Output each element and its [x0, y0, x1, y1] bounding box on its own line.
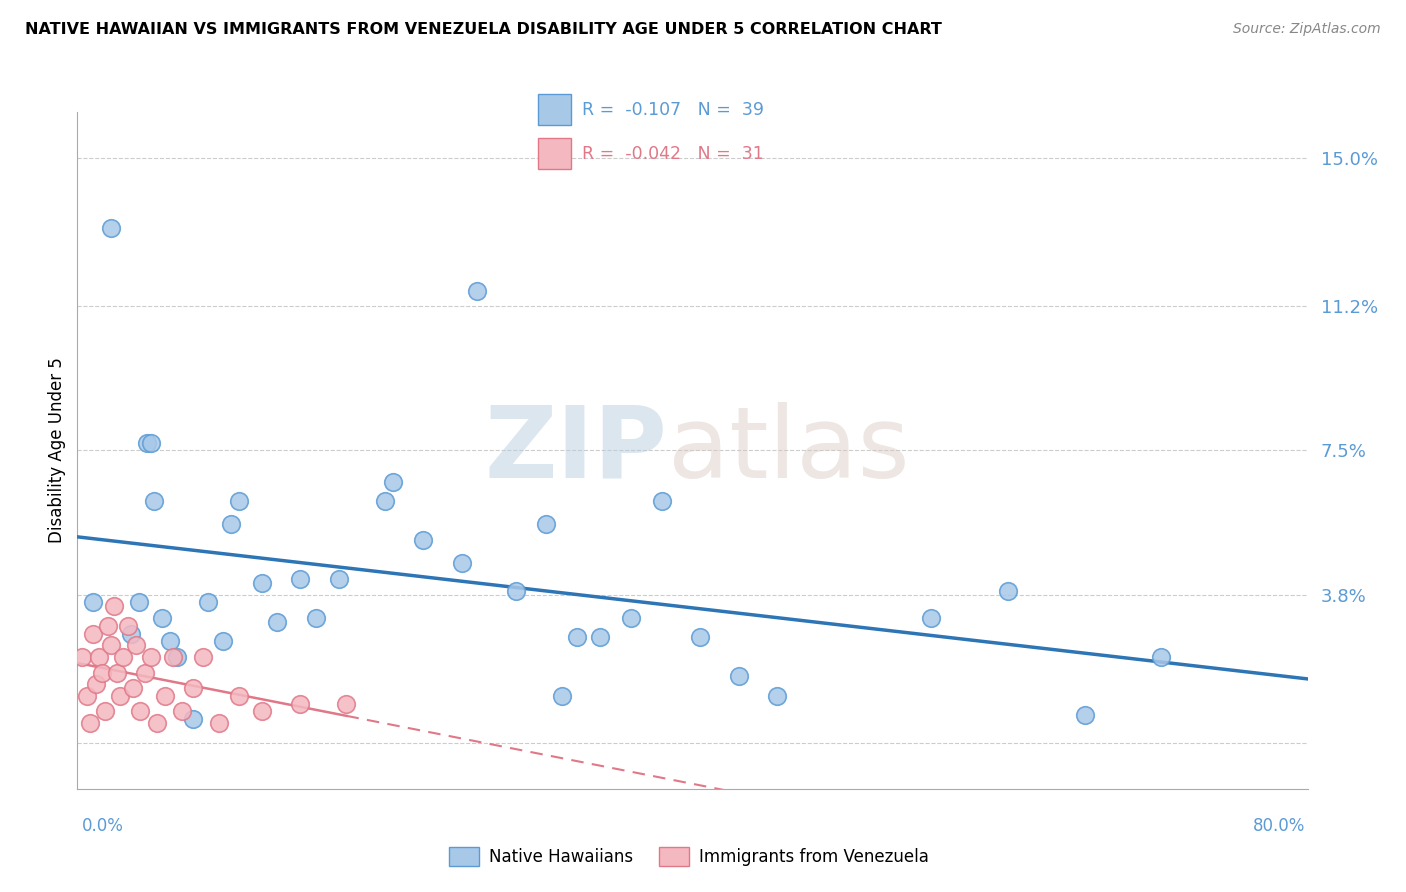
- Point: [381, 475, 404, 489]
- Point: [208, 716, 231, 731]
- Point: [620, 611, 643, 625]
- Point: [766, 689, 789, 703]
- Point: [228, 689, 250, 703]
- Point: [117, 619, 139, 633]
- Text: atlas: atlas: [668, 402, 910, 499]
- Point: [143, 494, 166, 508]
- Point: [290, 697, 312, 711]
- Point: [150, 611, 173, 625]
- Point: [82, 626, 104, 640]
- Point: [219, 517, 242, 532]
- Point: [565, 631, 588, 645]
- Text: 0.0%: 0.0%: [82, 817, 124, 835]
- Point: [335, 697, 357, 711]
- Point: [129, 705, 152, 719]
- Point: [450, 557, 472, 571]
- Text: R =  -0.107   N =  39: R = -0.107 N = 39: [582, 101, 765, 119]
- Point: [110, 689, 132, 703]
- Point: [70, 649, 93, 664]
- Point: [121, 681, 143, 695]
- Point: [94, 705, 117, 719]
- Point: [146, 716, 169, 731]
- Point: [689, 631, 711, 645]
- Text: Source: ZipAtlas.com: Source: ZipAtlas.com: [1233, 22, 1381, 37]
- Point: [90, 665, 114, 680]
- Point: [87, 649, 110, 664]
- Point: [128, 595, 150, 609]
- Point: [290, 572, 312, 586]
- Point: [505, 583, 527, 598]
- Point: [536, 517, 558, 532]
- Point: [250, 576, 273, 591]
- Text: NATIVE HAWAIIAN VS IMMIGRANTS FROM VENEZUELA DISABILITY AGE UNDER 5 CORRELATION : NATIVE HAWAIIAN VS IMMIGRANTS FROM VENEZ…: [25, 22, 942, 37]
- Point: [181, 681, 204, 695]
- Point: [465, 284, 488, 298]
- Point: [125, 638, 148, 652]
- Point: [193, 649, 215, 664]
- Point: [651, 494, 673, 508]
- Point: [197, 595, 219, 609]
- Point: [920, 611, 942, 625]
- Point: [250, 705, 273, 719]
- Text: R =  -0.042   N =  31: R = -0.042 N = 31: [582, 145, 763, 162]
- Y-axis label: Disability Age Under 5: Disability Age Under 5: [48, 358, 66, 543]
- Point: [997, 583, 1019, 598]
- Point: [103, 599, 125, 614]
- Point: [112, 649, 135, 664]
- Bar: [538, 138, 571, 169]
- Point: [328, 572, 350, 586]
- Bar: [538, 95, 571, 125]
- Text: ZIP: ZIP: [485, 402, 668, 499]
- Point: [162, 649, 184, 664]
- Point: [170, 705, 193, 719]
- Point: [134, 665, 156, 680]
- Point: [135, 435, 157, 450]
- Point: [100, 638, 122, 652]
- Point: [589, 631, 612, 645]
- Point: [97, 619, 120, 633]
- Point: [181, 712, 204, 726]
- Point: [76, 689, 98, 703]
- Point: [82, 595, 104, 609]
- Point: [120, 626, 142, 640]
- Legend: Native Hawaiians, Immigrants from Venezuela: Native Hawaiians, Immigrants from Venezu…: [443, 840, 935, 873]
- Point: [1073, 708, 1095, 723]
- Point: [266, 615, 288, 629]
- Point: [374, 494, 396, 508]
- Point: [105, 665, 128, 680]
- Point: [100, 221, 122, 235]
- Point: [551, 689, 574, 703]
- Point: [141, 435, 163, 450]
- Point: [84, 677, 107, 691]
- Point: [212, 634, 235, 648]
- Point: [727, 669, 749, 683]
- Point: [228, 494, 250, 508]
- Point: [159, 634, 181, 648]
- Point: [305, 611, 328, 625]
- Point: [166, 649, 188, 664]
- Point: [153, 689, 176, 703]
- Text: 80.0%: 80.0%: [1253, 817, 1305, 835]
- Point: [1150, 649, 1173, 664]
- Point: [412, 533, 434, 547]
- Point: [141, 649, 163, 664]
- Point: [79, 716, 101, 731]
